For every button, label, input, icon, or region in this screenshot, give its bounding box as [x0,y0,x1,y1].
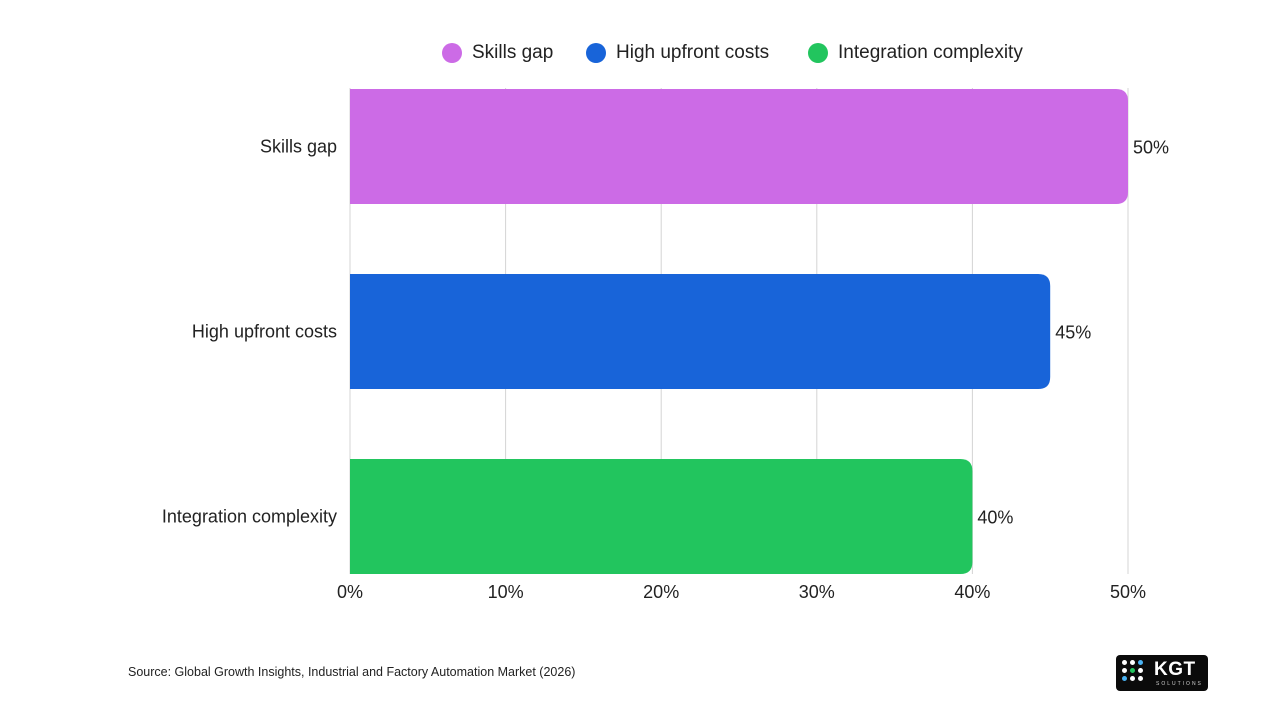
x-tick-label: 30% [799,582,835,602]
y-category-label: High upfront costs [192,322,337,342]
legend-swatch [808,43,828,63]
x-tick-label: 20% [643,582,679,602]
x-tick-label: 40% [954,582,990,602]
bar [350,274,1051,389]
logo-dots-icon [1122,660,1148,686]
legend-item-skills-gap: Skills gap [442,38,553,68]
legend-item-high-upfront-costs: High upfront costs [586,38,769,68]
x-tick-label: 50% [1110,582,1146,602]
source-note: Source: Global Growth Insights, Industri… [128,665,576,679]
legend-swatch [586,43,606,63]
legend-label: Integration complexity [838,42,1023,63]
bar [350,459,973,574]
x-tick-label: 0% [337,582,363,602]
logo-subtext: SOLUTIONS [1156,681,1203,687]
y-category-label: Skills gap [260,137,337,157]
bar-value-label: 45% [1055,323,1091,343]
legend-label: Skills gap [472,42,554,63]
logo-text: KGT [1154,659,1196,680]
legend-swatch [442,43,462,63]
legend-item-integration-complexity: Integration complexity [808,38,1023,68]
x-tick-label: 10% [488,582,524,602]
y-category-label: Integration complexity [162,507,337,527]
legend: Skills gap High upfront costs Integratio… [0,38,1280,68]
legend-label: High upfront costs [616,42,770,63]
bar [350,89,1128,204]
bar-value-label: 50% [1133,138,1169,158]
bar-value-label: 40% [977,508,1013,528]
brand-logo: KGT SOLUTIONS [1116,655,1208,691]
